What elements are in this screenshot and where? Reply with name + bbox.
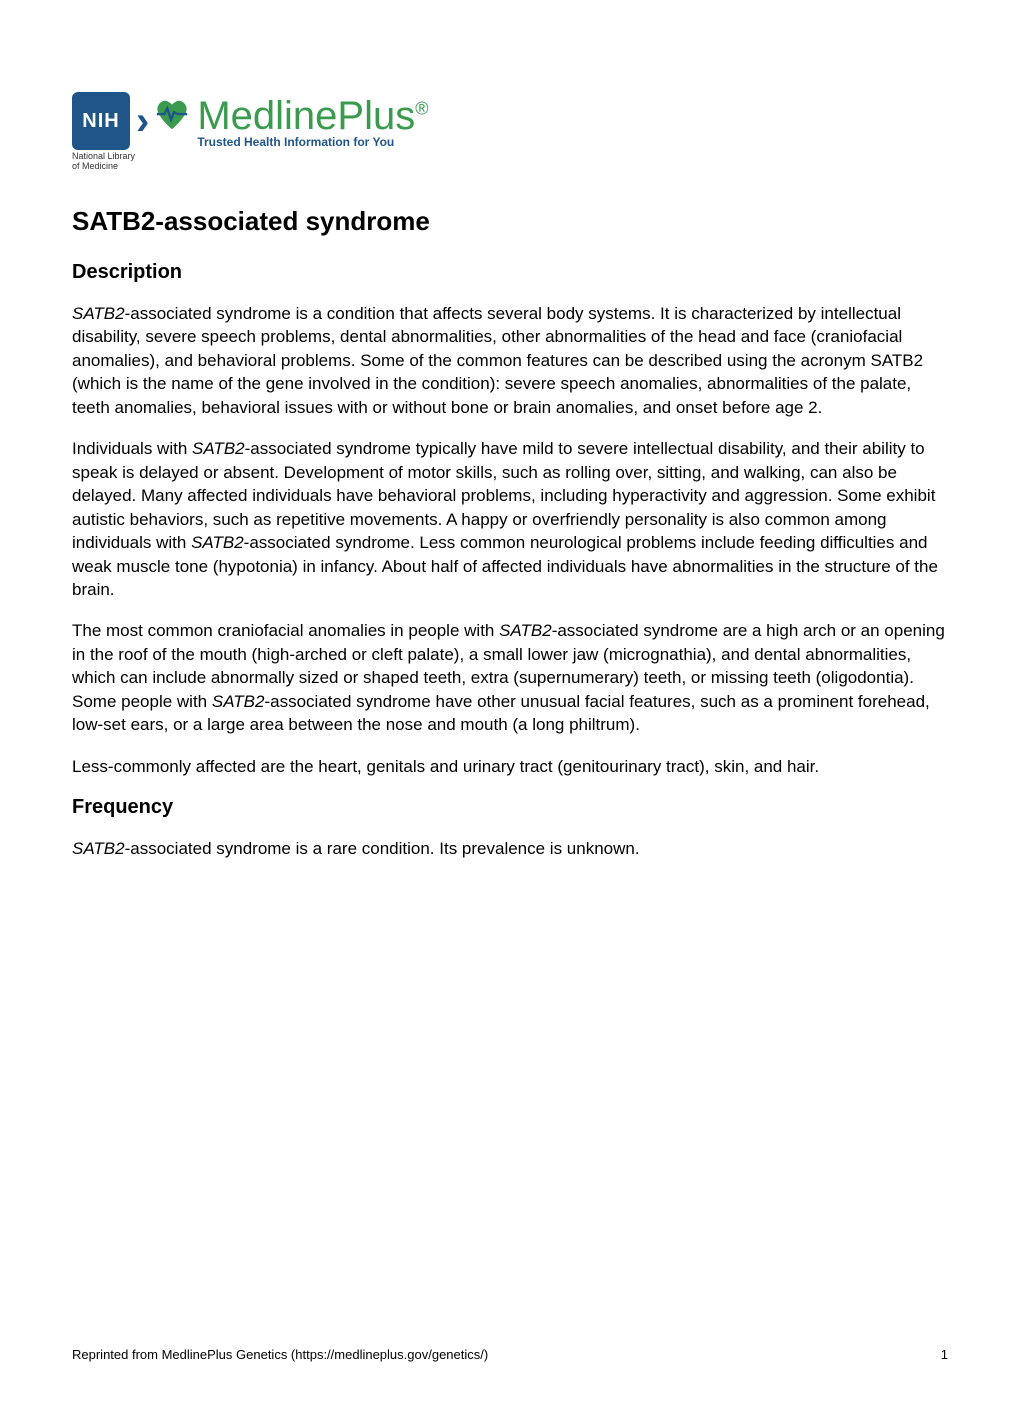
- nih-badge: NIH: [72, 92, 130, 150]
- medline-row: MedlinePlus®: [153, 94, 428, 139]
- heart-pulse-icon: [153, 97, 191, 135]
- nih-badge-text: NIH: [82, 110, 119, 133]
- header-logo: NIH › MedlinePlus® Trusted Health Inform…: [72, 92, 948, 150]
- page-footer: Reprinted from MedlinePlus Genetics (htt…: [0, 1347, 1020, 1362]
- description-para-2: Individuals with SATB2-associated syndro…: [72, 437, 948, 601]
- footer-page-number: 1: [941, 1347, 948, 1362]
- description-para-4: Less-commonly affected are the heart, ge…: [72, 755, 948, 778]
- description-para-3: The most common craniofacial anomalies i…: [72, 619, 948, 736]
- medline-text: MedlinePlus®: [197, 94, 428, 139]
- section-heading-description: Description: [72, 261, 948, 284]
- page-title: SATB2-associated syndrome: [72, 206, 948, 237]
- medlineplus-logo: MedlinePlus® Trusted Health Information …: [153, 94, 428, 149]
- nlm-label: National Library of Medicine: [72, 152, 135, 172]
- section-heading-frequency: Frequency: [72, 796, 948, 819]
- chevron-icon: ›: [136, 99, 149, 144]
- logo-tagline: Trusted Health Information for You: [197, 135, 394, 149]
- footer-source: Reprinted from MedlinePlus Genetics (htt…: [72, 1347, 488, 1362]
- description-para-1: SATB2-associated syndrome is a condition…: [72, 302, 948, 419]
- frequency-para-1: SATB2-associated syndrome is a rare cond…: [72, 837, 948, 860]
